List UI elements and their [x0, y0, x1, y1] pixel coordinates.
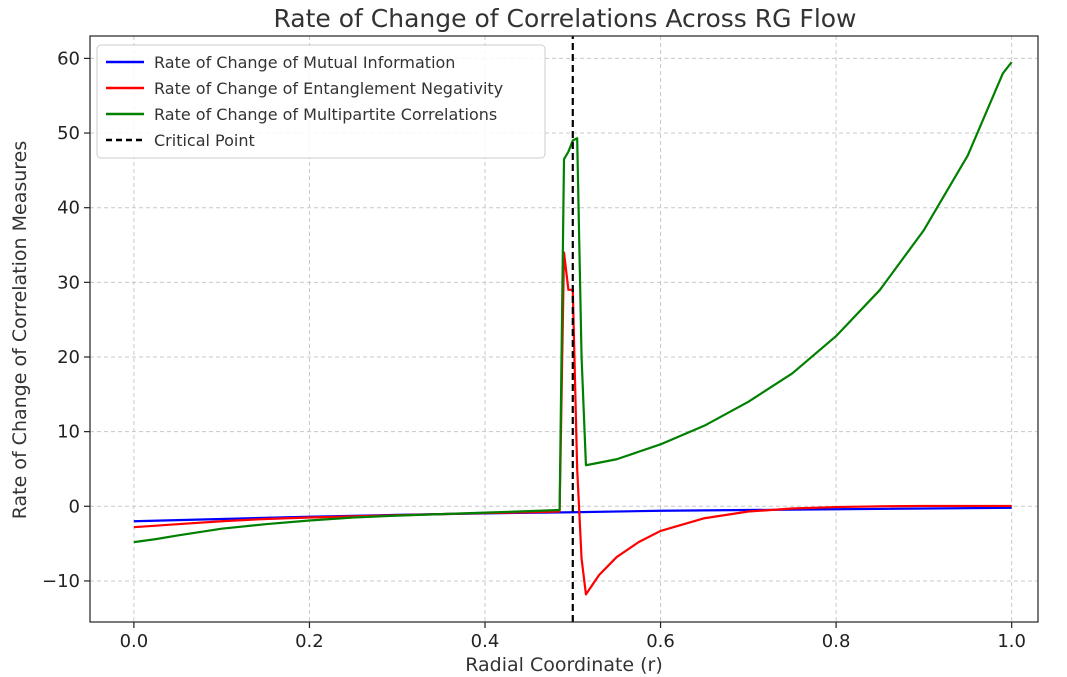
series-line-rate-of-change-of-entanglement-negativity: [133, 251, 1012, 596]
legend: Rate of Change of Mutual Information Rate…: [96, 44, 546, 159]
legend-label: Rate of Change of Mutual Information: [154, 53, 455, 72]
x-tick-label: 0.6: [646, 631, 675, 652]
plot-frame: [89, 35, 1039, 623]
legend-box: [96, 44, 546, 159]
x-tick-label: 0.2: [295, 631, 324, 652]
y-tick-label: 0: [69, 496, 80, 517]
y-tick-label: 40: [57, 198, 80, 219]
y-tick-label: −10: [42, 571, 80, 592]
x-tick-label: 0.0: [120, 631, 149, 652]
legend-label: Critical Point: [154, 131, 255, 150]
x-axis-label: Radial Coordinate (r): [465, 654, 663, 676]
y-tick-label: 60: [57, 48, 80, 69]
y-tick-label: 50: [57, 123, 80, 144]
y-tick-label: 20: [57, 347, 80, 368]
chart-title: Rate of Change of Correlations Across RG…: [273, 4, 856, 33]
series-layer: [133, 36, 1013, 622]
y-tick-label: 10: [57, 422, 80, 443]
x-tick-label: 0.8: [822, 631, 851, 652]
x-tick-label: 0.4: [471, 631, 500, 652]
legend-label: Rate of Change of Multipartite Correlati…: [154, 105, 497, 124]
legend-label: Rate of Change of Entanglement Negativit…: [154, 79, 503, 98]
y-axis-label: Rate of Change of Correlation Measures: [9, 141, 31, 520]
y-tick-label: 30: [57, 272, 80, 293]
series-line-rate-of-change-of-multipartite-correlations: [133, 61, 1013, 544]
x-axis: 0.0 0.2 0.4 0.6 0.8 1.0: [120, 622, 1026, 652]
y-axis: −10 0 10 20 30 40 50 60: [42, 48, 90, 592]
x-tick-label: 1.0: [997, 631, 1026, 652]
